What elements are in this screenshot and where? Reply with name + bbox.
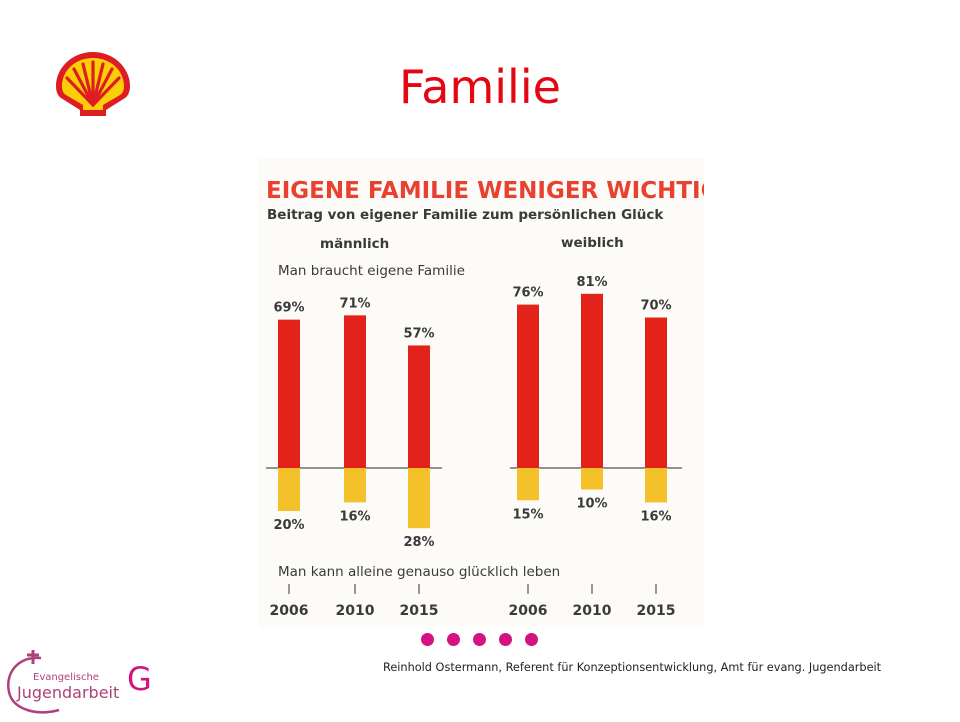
chart-panel: EIGENE FAMILIE WENIGER WICHTIG Beitrag v… [258,158,704,628]
dot [447,633,460,646]
data-label-down: 15% [512,507,543,522]
bar-down [581,468,603,490]
group-label-male: männlich [320,236,389,252]
data-label-up: 76% [512,286,543,301]
data-label-up: 70% [640,299,671,314]
data-label-down: 28% [403,535,434,550]
x-tick-label: 2006 [270,603,309,619]
bar-down [344,468,366,502]
bar-down [517,468,539,500]
svg-text:Evangelische: Evangelische [33,672,99,683]
bar-up [645,318,667,469]
slide-title: Familie [0,60,960,114]
data-label-down: 16% [339,509,370,524]
chart-subtitle: Beitrag von eigener Familie zum persönli… [267,207,664,223]
svg-text:Jugendarbeit: Jugendarbeit [16,683,119,702]
data-label-down: 16% [640,509,671,524]
evangelische-jugendarbeit-logo: Evangelische Jugendarbeit [3,640,121,718]
bar-down [645,468,667,502]
g-mark: G [127,660,152,698]
data-label-up: 69% [273,301,304,316]
chart-title: EIGENE FAMILIE WENIGER WICHTIG [266,178,704,204]
dot [473,633,486,646]
x-tick-label: 2010 [573,603,612,619]
bar-up [408,345,430,468]
x-tick-label: 2015 [637,603,676,619]
bottom-series-label: Man kann alleine genauso glücklich leben [278,564,560,580]
dot [499,633,512,646]
bar-up [581,294,603,468]
bar-up [344,315,366,468]
bar-chart: EIGENE FAMILIE WENIGER WICHTIG Beitrag v… [258,158,704,628]
dot [421,633,434,646]
top-series-label: Man braucht eigene Familie [278,263,465,279]
x-tick-label: 2006 [509,603,548,619]
dot [525,633,538,646]
x-tick-label: 2015 [400,603,439,619]
bar-down [278,468,300,511]
footer-credit: Reinhold Ostermann, Referent für Konzept… [383,661,881,674]
x-tick-label: 2010 [336,603,375,619]
pagination-dots [421,633,545,649]
data-label-down: 10% [576,497,607,512]
bar-up [278,320,300,468]
data-label-up: 57% [403,326,434,341]
bar-down [408,468,430,528]
data-label-down: 20% [273,518,304,533]
data-label-up: 81% [576,275,607,290]
data-label-up: 71% [339,296,370,311]
group-label-female: weiblich [561,235,624,251]
bar-up [517,305,539,468]
